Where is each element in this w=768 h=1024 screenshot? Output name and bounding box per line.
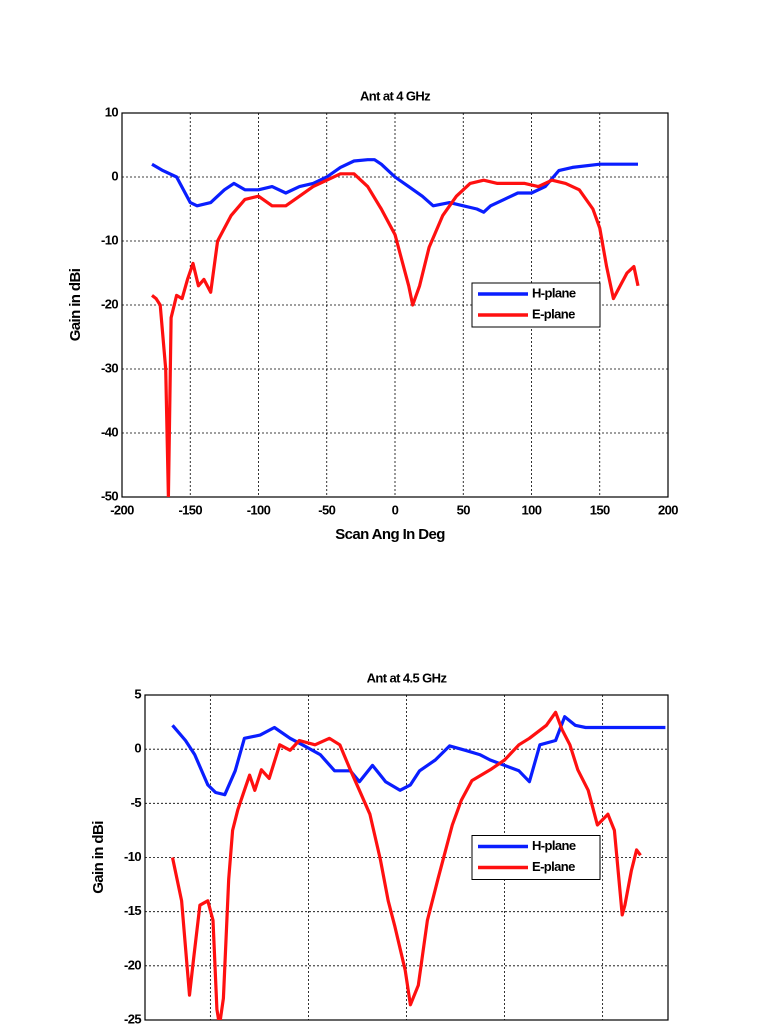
legend-box bbox=[471, 835, 601, 880]
y-tick-label: -5 bbox=[131, 795, 142, 810]
legend-label: E-plane bbox=[532, 306, 575, 321]
x-tick-label: 150 bbox=[590, 502, 610, 517]
y-axis-label: Gain in dBi bbox=[67, 268, 84, 341]
chart: -25 -20 -15 -10 -5 0 5 Ant at 4.5 GHz Gain in dB… bbox=[90, 670, 669, 1024]
x-tick-label: -100 bbox=[247, 502, 271, 517]
plot-frame bbox=[144, 694, 669, 1021]
y-tick-label: -10 bbox=[101, 232, 118, 247]
chart-title: Ant at 4 GHz bbox=[360, 88, 431, 103]
series-line bbox=[151, 158, 638, 214]
chart: -200 -150 -100 -50 0 50 100 150 200-50-40-30-20-… bbox=[67, 88, 679, 543]
y-tick-label: -25 bbox=[124, 1011, 141, 1024]
y-tick-label: -15 bbox=[124, 903, 141, 918]
y-tick-label: -10 bbox=[124, 849, 141, 864]
y-tick-label: -40 bbox=[101, 424, 118, 439]
x-tick-label: -200 bbox=[110, 502, 134, 517]
series-line bbox=[171, 715, 666, 797]
x-tick-label: 0 bbox=[392, 502, 399, 517]
legend-box bbox=[471, 282, 601, 328]
legend-label: H-plane bbox=[532, 285, 576, 300]
y-tick-label: -20 bbox=[101, 296, 118, 311]
x-tick-label: -150 bbox=[178, 502, 202, 517]
plot-frame bbox=[121, 112, 669, 498]
legend: H-plane E-plane bbox=[471, 282, 601, 328]
y-tick-label: -30 bbox=[101, 360, 118, 375]
legend-label: H-plane bbox=[532, 838, 576, 853]
y-tick-label: -50 bbox=[101, 488, 118, 503]
y-tick-label: 5 bbox=[134, 686, 141, 701]
series-line bbox=[151, 172, 640, 497]
legend: H-plane E-plane bbox=[471, 835, 601, 880]
x-tick-label: -50 bbox=[318, 502, 335, 517]
y-axis-label: Gain in dBi bbox=[90, 821, 107, 894]
chart-title: Ant at 4.5 GHz bbox=[367, 670, 448, 685]
x-tick-label: 50 bbox=[457, 502, 471, 517]
y-tick-label: 0 bbox=[111, 168, 118, 183]
x-axis-label: Scan Ang In Deg bbox=[335, 526, 445, 543]
x-tick-label: 100 bbox=[522, 502, 542, 517]
y-tick-label: 10 bbox=[105, 104, 119, 119]
y-tick-label: -20 bbox=[124, 957, 141, 972]
series-line bbox=[170, 710, 642, 1020]
x-tick-label: 200 bbox=[658, 502, 678, 517]
y-tick-label: 0 bbox=[134, 741, 141, 756]
legend-label: E-plane bbox=[532, 859, 575, 874]
